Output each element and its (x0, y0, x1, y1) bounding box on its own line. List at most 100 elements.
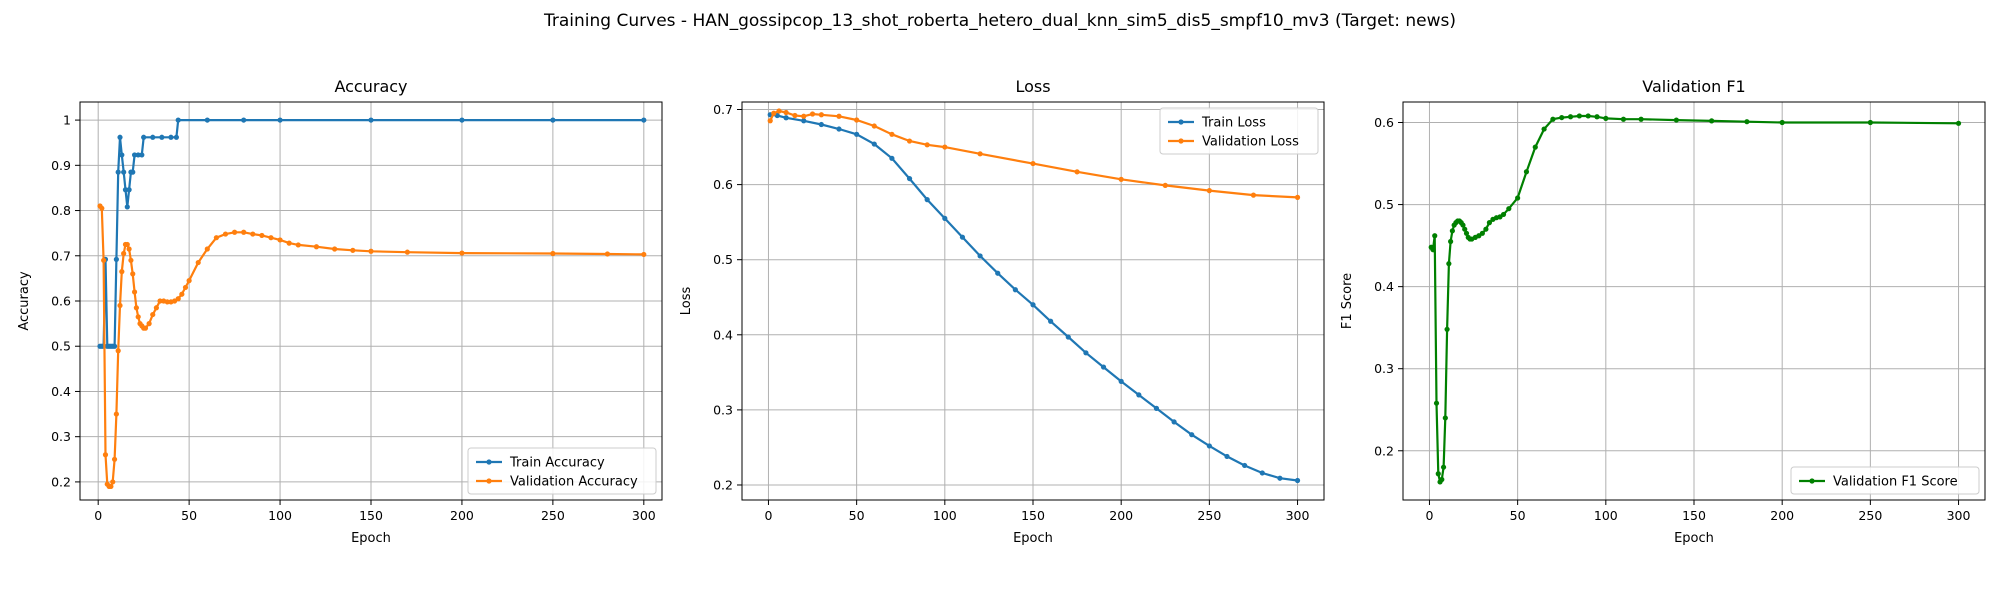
y-tick-label: 0.6 (713, 177, 733, 192)
data-point (1585, 113, 1591, 119)
x-tick-label: 0 (764, 508, 772, 523)
data-point (204, 246, 210, 252)
data-point (1486, 220, 1493, 226)
data-point (459, 250, 465, 256)
data-point (259, 232, 265, 239)
data-point (924, 142, 930, 148)
data-point (1673, 117, 1679, 123)
y-tick-label: 0.2 (713, 477, 733, 492)
data-point (1532, 144, 1538, 150)
legend-box (1790, 466, 1980, 495)
data-point (1206, 443, 1212, 449)
y-tick-label: 0.6 (51, 294, 71, 309)
x-tick-label: 0 (94, 508, 102, 523)
data-point (1500, 211, 1507, 218)
x-tick-label: 100 (933, 508, 957, 523)
data-point (1463, 230, 1470, 236)
data-point (854, 117, 860, 123)
data-point (131, 152, 138, 158)
data-point (1224, 453, 1230, 460)
data-point (1100, 364, 1107, 370)
legend-label: Validation Loss (1202, 135, 1299, 150)
data-point (268, 235, 274, 241)
data-point (1118, 378, 1124, 384)
data-point (111, 456, 118, 462)
data-point (1189, 432, 1195, 438)
x-tick-label: 100 (1594, 508, 1618, 523)
data-point (906, 138, 913, 144)
data-point (186, 278, 192, 284)
data-point (1440, 464, 1447, 470)
data-point (641, 117, 647, 123)
data-point (1446, 261, 1452, 267)
data-point (801, 118, 807, 124)
data-point (641, 251, 647, 258)
data-point (175, 296, 181, 302)
data-point (113, 411, 119, 417)
data-point (1030, 160, 1036, 167)
data-point (368, 117, 374, 123)
x-tick-label: 200 (1109, 508, 1133, 523)
data-point (818, 121, 824, 128)
legend-box (467, 447, 657, 495)
data-point (173, 134, 179, 140)
data-point (1433, 400, 1440, 406)
data-point (277, 237, 283, 243)
x-tick-label: 150 (359, 508, 383, 523)
data-point (231, 229, 238, 235)
legend-swatch-marker (486, 478, 492, 484)
legend: Validation F1 Score (1790, 466, 1980, 495)
y-tick-label: 0.5 (713, 252, 733, 267)
data-point (783, 115, 789, 121)
data-point (101, 257, 107, 263)
data-point (113, 256, 119, 262)
y-tick-label: 0.5 (1374, 197, 1394, 212)
data-point (459, 117, 465, 123)
y-axis-label: Loss (679, 287, 694, 316)
data-point (1259, 470, 1265, 476)
legend-swatch-marker (486, 459, 492, 465)
series-line-0 (770, 113, 1298, 482)
data-point (604, 251, 611, 257)
data-point (871, 141, 877, 147)
data-point (122, 187, 129, 193)
data-point (1430, 247, 1436, 253)
data-point (121, 169, 127, 175)
chart-title: Accuracy (334, 77, 407, 96)
data-point (141, 134, 147, 140)
data-point (1576, 113, 1582, 119)
data-point (111, 343, 118, 349)
data-point (195, 259, 201, 266)
data-point (128, 257, 134, 263)
data-point (1444, 326, 1450, 332)
data-point (150, 134, 156, 140)
legend: Train Accuracy Validation Accuracy (467, 447, 657, 495)
data-point (1515, 195, 1521, 201)
data-point (119, 152, 125, 158)
legend-swatch-marker (1809, 478, 1815, 484)
data-point (146, 321, 152, 327)
data-point (1462, 226, 1468, 232)
data-point (119, 269, 125, 275)
data-point (99, 205, 105, 211)
data-point (809, 111, 816, 117)
data-point (133, 305, 139, 311)
data-point (942, 144, 948, 150)
x-tick-label: 150 (1682, 508, 1706, 523)
data-point (108, 483, 114, 490)
data-point (1118, 176, 1124, 182)
data-point (124, 204, 130, 210)
x-tick-label: 200 (1770, 508, 1794, 523)
data-point (1294, 194, 1301, 200)
data-point (368, 248, 374, 254)
series-line-0 (1430, 114, 1959, 485)
data-point (1523, 169, 1530, 175)
data-point (1506, 206, 1512, 212)
legend-label: Train Loss (1201, 116, 1266, 131)
legend-swatch-marker (1178, 138, 1184, 144)
x-tick-label: 300 (1947, 508, 1971, 523)
data-point (1550, 116, 1556, 122)
x-tick-label: 150 (1021, 508, 1045, 523)
legend-box (1159, 107, 1319, 155)
